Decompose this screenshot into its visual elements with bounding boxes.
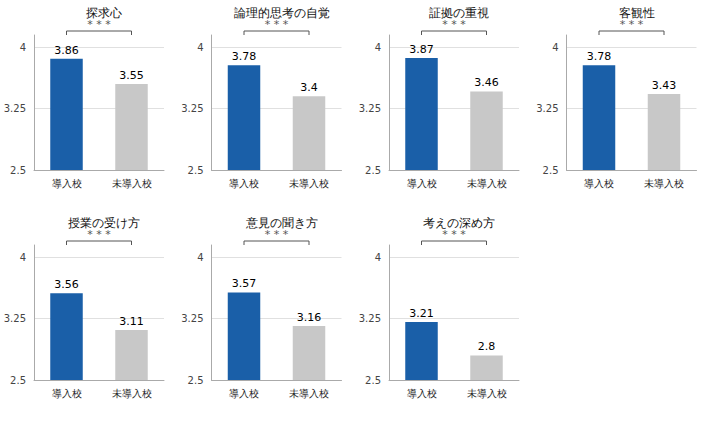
- svg-text:2.5: 2.5: [188, 375, 204, 386]
- svg-text:3.57: 3.57: [232, 277, 257, 290]
- svg-text:2.5: 2.5: [543, 165, 559, 176]
- svg-text:4: 4: [20, 252, 26, 263]
- svg-text:探求心: 探求心: [86, 6, 122, 20]
- svg-text:3.56: 3.56: [54, 278, 79, 291]
- svg-text:導入校: 導入校: [229, 388, 259, 399]
- svg-text:導入校: 導入校: [52, 178, 82, 189]
- svg-text:2.5: 2.5: [188, 165, 204, 176]
- svg-text:未導入校: 未導入校: [289, 388, 329, 399]
- svg-text:3.25: 3.25: [4, 103, 26, 114]
- svg-text:3.11: 3.11: [119, 315, 144, 328]
- svg-text:未導入校: 未導入校: [467, 388, 507, 399]
- svg-text:客観性: 客観性: [619, 6, 655, 20]
- svg-text:2.5: 2.5: [365, 165, 381, 176]
- svg-text:未導入校: 未導入校: [112, 388, 152, 399]
- svg-text:2.5: 2.5: [365, 375, 381, 386]
- svg-text:考えの深め方: 考えの深め方: [423, 216, 495, 230]
- svg-text:4: 4: [197, 42, 203, 53]
- svg-text:4: 4: [20, 42, 26, 53]
- svg-text:導入校: 導入校: [584, 178, 614, 189]
- svg-text:4: 4: [197, 252, 203, 263]
- svg-text:3.78: 3.78: [232, 50, 257, 63]
- svg-text:3.55: 3.55: [119, 69, 144, 82]
- svg-text:未導入校: 未導入校: [644, 178, 684, 189]
- svg-text:2.5: 2.5: [10, 165, 26, 176]
- svg-text:2.8: 2.8: [478, 340, 496, 353]
- svg-text:3.86: 3.86: [54, 44, 79, 57]
- svg-text:導入校: 導入校: [407, 388, 437, 399]
- svg-text:導入校: 導入校: [229, 178, 259, 189]
- svg-text:未導入校: 未導入校: [289, 178, 329, 189]
- svg-text:導入校: 導入校: [407, 178, 437, 189]
- svg-text:3.25: 3.25: [4, 313, 26, 324]
- svg-text:3.4: 3.4: [300, 81, 318, 94]
- svg-text:4: 4: [375, 42, 381, 53]
- svg-text:4: 4: [552, 42, 558, 53]
- svg-text:論理的思考の自覚: 論理的思考の自覚: [234, 6, 330, 20]
- svg-text:3.78: 3.78: [587, 50, 612, 63]
- svg-text:3.87: 3.87: [409, 43, 434, 56]
- svg-text:未導入校: 未導入校: [112, 178, 152, 189]
- svg-text:3.46: 3.46: [474, 76, 499, 89]
- svg-text:3.25: 3.25: [359, 103, 381, 114]
- svg-text:証拠の重視: 証拠の重視: [429, 6, 489, 20]
- svg-text:3.25: 3.25: [181, 103, 203, 114]
- svg-text:未導入校: 未導入校: [467, 178, 507, 189]
- svg-text:意見の聞き方: 意見の聞き方: [245, 216, 318, 230]
- svg-text:3.43: 3.43: [652, 79, 677, 92]
- svg-text:2.5: 2.5: [10, 375, 26, 386]
- svg-text:授業の受け方: 授業の受け方: [68, 216, 140, 230]
- svg-text:3.16: 3.16: [297, 311, 322, 324]
- svg-text:3.25: 3.25: [359, 313, 381, 324]
- svg-text:3.21: 3.21: [409, 307, 434, 320]
- svg-text:3.25: 3.25: [181, 313, 203, 324]
- svg-text:4: 4: [375, 252, 381, 263]
- svg-text:導入校: 導入校: [52, 388, 82, 399]
- svg-text:3.25: 3.25: [536, 103, 558, 114]
